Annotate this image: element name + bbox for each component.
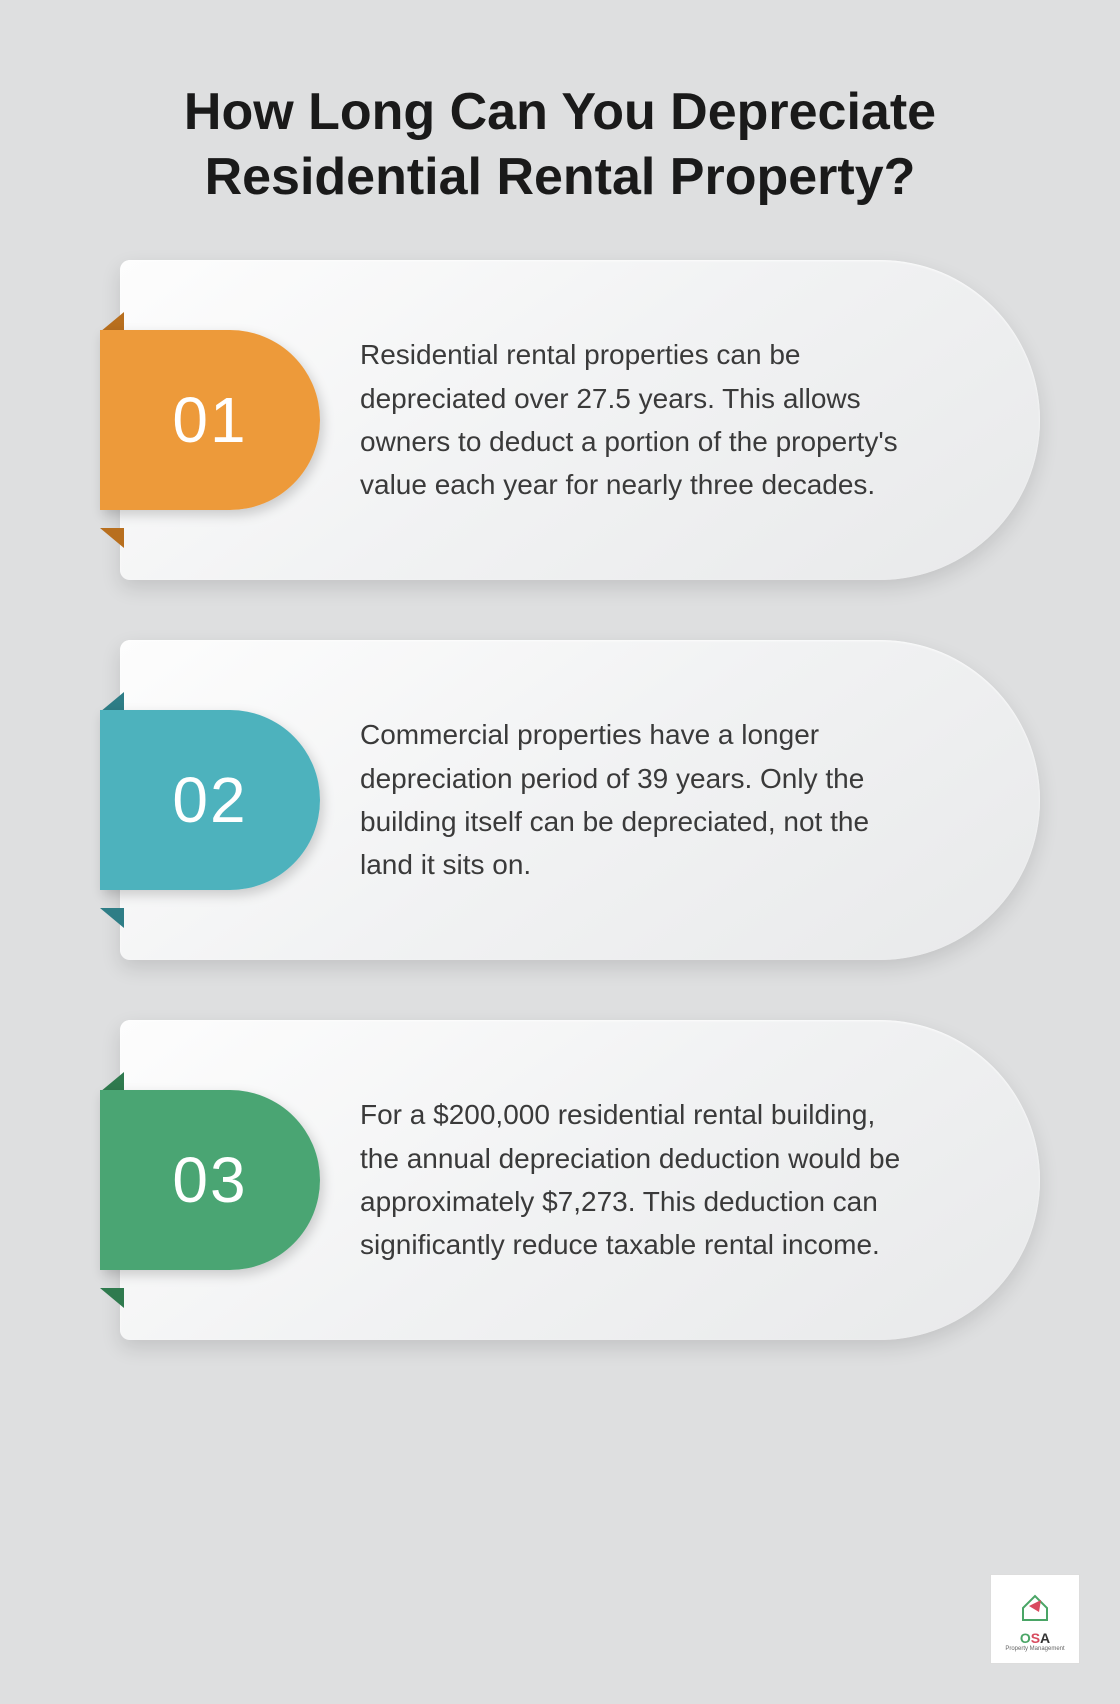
info-item-3: For a $200,000 residential rental buildi… — [60, 1020, 1060, 1340]
badge-fold-top — [100, 312, 124, 332]
badge-fold-top — [100, 1072, 124, 1092]
logo-text: OSA — [1020, 1630, 1050, 1646]
info-item-1: Residential rental properties can be dep… — [60, 260, 1060, 580]
info-item-2: Commercial properties have a longer depr… — [60, 640, 1060, 960]
badge-number: 02 — [172, 763, 247, 837]
badge-wrap: 02 — [100, 710, 320, 910]
badge-wrap: 03 — [100, 1090, 320, 1290]
items-container: Residential rental properties can be dep… — [0, 260, 1120, 1340]
logo-letter-o: O — [1020, 1630, 1031, 1646]
page-title: How Long Can You Depreciate Residential … — [0, 0, 1120, 260]
badge-fold-bottom — [100, 528, 124, 548]
badge-fold-top — [100, 692, 124, 712]
info-text: Residential rental properties can be dep… — [360, 333, 920, 507]
logo-letter-a: A — [1040, 1630, 1050, 1646]
logo-subtitle: Property Management — [1005, 1646, 1064, 1652]
number-badge: 03 — [100, 1090, 320, 1270]
number-badge: 01 — [100, 330, 320, 510]
number-badge: 02 — [100, 710, 320, 890]
logo-mark-icon — [1015, 1586, 1055, 1626]
badge-fold-bottom — [100, 1288, 124, 1308]
brand-logo: OSA Property Management — [990, 1574, 1080, 1664]
info-text: Commercial properties have a longer depr… — [360, 713, 920, 887]
logo-letter-s: S — [1031, 1630, 1040, 1646]
badge-number: 01 — [172, 383, 247, 457]
badge-number: 03 — [172, 1143, 247, 1217]
info-text: For a $200,000 residential rental buildi… — [360, 1093, 920, 1267]
badge-wrap: 01 — [100, 330, 320, 530]
badge-fold-bottom — [100, 908, 124, 928]
